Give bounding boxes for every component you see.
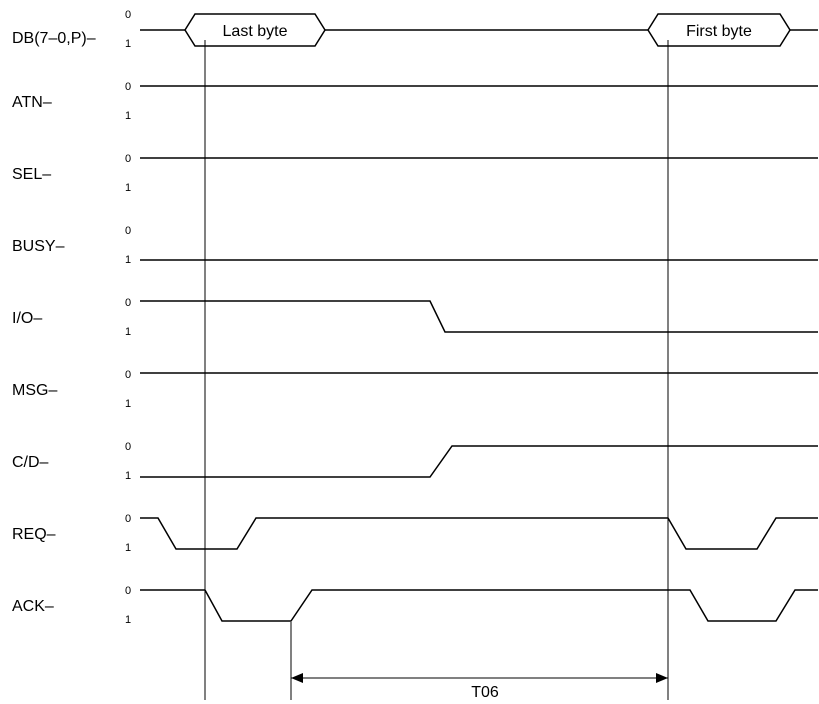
t06-arrowhead-left bbox=[291, 673, 303, 683]
signal-name-busy: BUSY– bbox=[12, 238, 65, 255]
signal-name-cd: C/D– bbox=[12, 454, 49, 471]
level-0-msg: 0 bbox=[125, 369, 131, 381]
signal-name-sel: SEL– bbox=[12, 166, 51, 183]
level-0-io: 0 bbox=[125, 297, 131, 309]
ack-waveform bbox=[140, 589, 818, 622]
t06-label: T06 bbox=[471, 684, 499, 701]
level-1-atn: 1 bbox=[125, 110, 131, 122]
signal-name-db: DB(7–0,P)– bbox=[12, 30, 96, 47]
level-1-cd: 1 bbox=[125, 470, 131, 482]
signal-name-atn: ATN– bbox=[12, 94, 52, 111]
level-1-db: 1 bbox=[125, 38, 131, 50]
first-byte-label: First byte bbox=[686, 23, 752, 40]
level-1-req: 1 bbox=[125, 542, 131, 554]
cd-waveform bbox=[140, 445, 818, 478]
level-1-ack: 1 bbox=[125, 614, 131, 626]
io-waveform bbox=[140, 300, 818, 333]
level-0-sel: 0 bbox=[125, 153, 131, 165]
level-0-req: 0 bbox=[125, 513, 131, 525]
signal-name-msg: MSG– bbox=[12, 382, 57, 399]
signal-name-io: I/O– bbox=[12, 310, 42, 327]
level-0-db: 0 bbox=[125, 9, 131, 21]
level-0-busy: 0 bbox=[125, 225, 131, 237]
last-byte-label: Last byte bbox=[223, 23, 288, 40]
req-waveform bbox=[140, 517, 818, 550]
signal-name-req: REQ– bbox=[12, 526, 56, 543]
level-0-cd: 0 bbox=[125, 441, 131, 453]
level-1-busy: 1 bbox=[125, 254, 131, 266]
level-1-sel: 1 bbox=[125, 182, 131, 194]
level-0-ack: 0 bbox=[125, 585, 131, 597]
level-1-io: 1 bbox=[125, 326, 131, 338]
signal-name-ack: ACK– bbox=[12, 598, 54, 615]
level-1-msg: 1 bbox=[125, 398, 131, 410]
level-0-atn: 0 bbox=[125, 81, 131, 93]
t06-arrowhead-right bbox=[656, 673, 668, 683]
